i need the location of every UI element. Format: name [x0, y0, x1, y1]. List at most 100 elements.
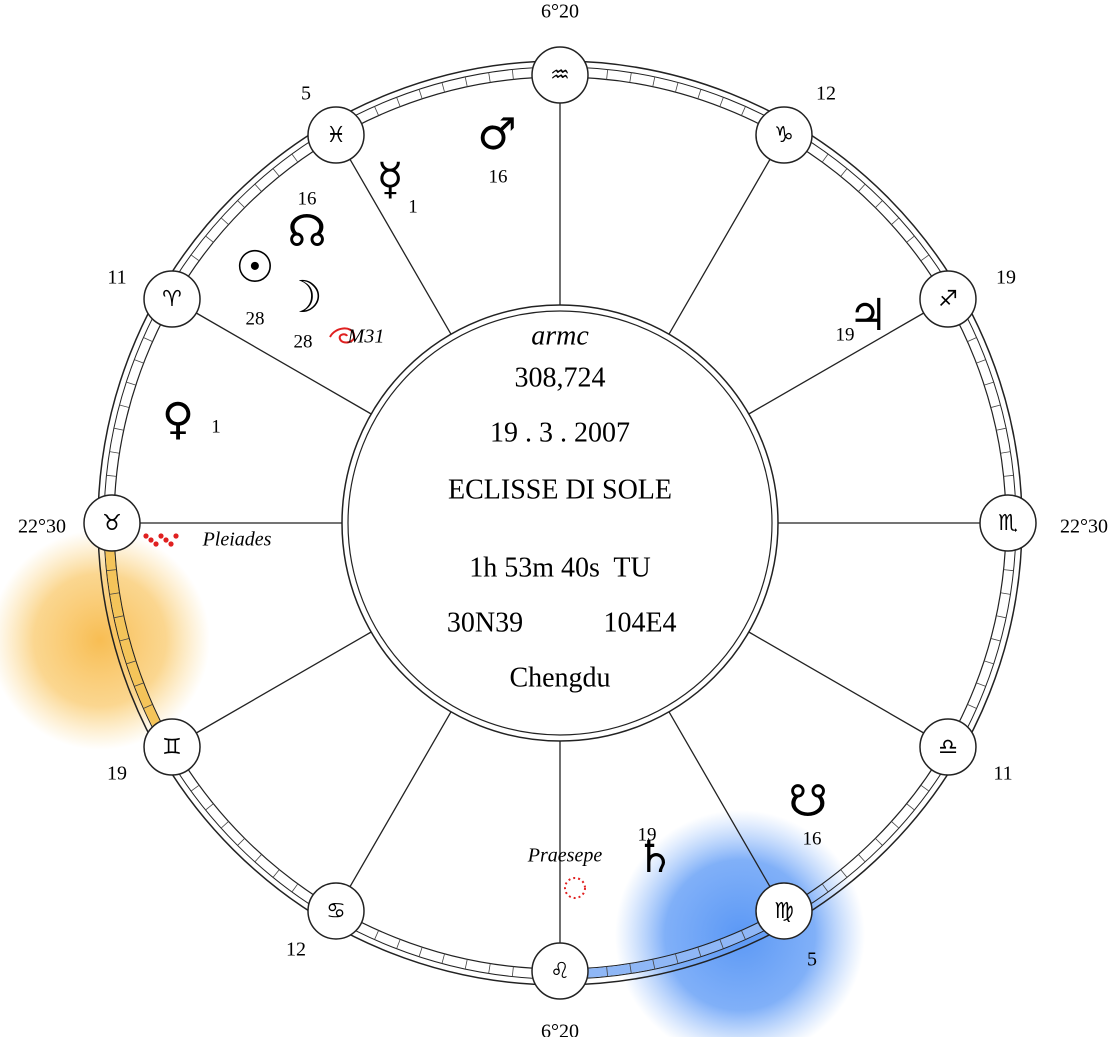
ring-tick	[907, 804, 915, 810]
planet-degree: 1	[408, 196, 418, 217]
ring-tick	[221, 821, 228, 828]
planet-glyph: ☊	[287, 206, 326, 257]
armc-label: armc	[531, 320, 589, 351]
ring-tick	[465, 959, 467, 969]
ring-tick	[991, 638, 1001, 641]
ring-tick	[741, 106, 745, 115]
cusp-sign: ♏	[998, 511, 1018, 536]
glow-orange	[0, 530, 210, 750]
planet-glyph: ☉	[235, 242, 274, 293]
ring-tick	[255, 854, 262, 861]
time: 1h 53m 40s TU	[469, 552, 651, 583]
cusp-degree: 11	[107, 267, 126, 289]
ring-tick	[653, 77, 655, 87]
star-label: Praesepe	[527, 845, 603, 867]
pleiades-icon	[158, 533, 163, 538]
ring-tick	[891, 821, 898, 828]
house-line	[749, 632, 924, 733]
ring-tick	[292, 884, 298, 892]
house-line	[196, 632, 371, 733]
cusp-sign: ♈	[162, 287, 182, 312]
star-label: M31	[347, 326, 385, 348]
ring-tick	[921, 785, 929, 791]
house-line	[669, 159, 770, 334]
ring-tick	[984, 661, 994, 664]
cusp-degree: 6°20	[541, 1021, 579, 1037]
cusp-degree: 22°30	[1060, 516, 1108, 538]
ring-tick	[607, 69, 608, 79]
praesepe-icon	[565, 878, 585, 898]
ring-tick	[134, 360, 143, 364]
ring-tick	[191, 255, 199, 261]
ring-tick	[675, 83, 678, 93]
ring-tick	[1004, 475, 1014, 476]
pleiades-icon	[143, 533, 148, 538]
ring-tick	[630, 73, 632, 83]
ring-tick	[273, 169, 279, 177]
cusp-sign: ♒	[550, 63, 570, 88]
cusp-sign: ♓	[326, 123, 346, 148]
planet-degree: 28	[294, 331, 313, 352]
ring-tick	[419, 947, 422, 957]
wheel: ♒6°20♑12♐19♏22°30♎11♍5♌6°20♋12♊19♉22°30♈…	[18, 1, 1108, 1037]
ring-tick	[419, 89, 422, 99]
planet-degree: 16	[803, 828, 822, 849]
cusp-degree: 5	[301, 83, 311, 105]
ring-tick	[996, 428, 1006, 430]
ring-tick	[891, 218, 898, 225]
ring-tick	[106, 475, 116, 476]
cusp-sign: ♉	[102, 511, 122, 536]
ring-tick	[1004, 570, 1014, 571]
cusp-sign: ♐	[938, 287, 958, 312]
ring-tick	[292, 154, 298, 162]
ring-tick	[921, 255, 929, 261]
ring-tick	[858, 854, 865, 861]
cusp-degree: 19	[996, 267, 1016, 289]
ring-tick	[397, 97, 401, 106]
ring-tick	[143, 338, 152, 342]
ring-tick	[465, 77, 467, 87]
planet-glyph: ☋	[788, 776, 827, 827]
ring-tick	[1001, 452, 1011, 454]
pleiades-icon	[153, 541, 158, 546]
cusp-degree: 12	[286, 939, 306, 961]
ring-tick	[984, 382, 994, 385]
ring-tick	[255, 184, 262, 191]
ring-tick	[120, 405, 130, 408]
latitude: 30N39	[447, 607, 523, 638]
cusp-degree: 22°30	[18, 516, 66, 538]
astro-chart: ♒6°20♑12♐19♏22°30♎11♍5♌6°20♋12♊19♉22°30♈…	[0, 0, 1117, 1037]
pleiades-icon	[163, 537, 168, 542]
cusp-sign: ♋	[326, 899, 346, 924]
ring-tick	[114, 428, 124, 430]
ring-tick	[442, 954, 445, 964]
armc-value: 308,724	[515, 362, 606, 393]
planet-glyph: ♀	[162, 394, 194, 445]
ring-tick	[221, 218, 228, 225]
cusp-sign: ♊	[162, 735, 182, 760]
ring-tick	[375, 930, 379, 939]
cusp-degree: 12	[816, 83, 836, 105]
title: ECLISSE DI SOLE	[448, 474, 672, 505]
date: 19 . 3 . 2007	[490, 417, 630, 448]
longitude: 104E4	[603, 607, 676, 638]
ring-tick	[489, 964, 491, 974]
planet-degree: 28	[246, 308, 265, 329]
ring-tick	[720, 97, 724, 106]
ring-tick	[967, 704, 976, 708]
place: Chengdu	[509, 662, 610, 693]
ring-tick	[1001, 593, 1011, 595]
ring-tick	[841, 169, 847, 177]
cusp-degree: 5	[807, 949, 817, 971]
cusp-degree: 6°20	[541, 1, 579, 23]
ring-tick	[206, 236, 214, 242]
ring-tick	[238, 838, 245, 845]
ring-tick	[442, 83, 445, 93]
ring-tick	[512, 967, 513, 977]
ring-tick	[489, 73, 491, 83]
ring-tick	[206, 804, 214, 810]
cusp-sign: ♍	[774, 899, 794, 924]
ring-tick	[375, 106, 379, 115]
ring-tick	[967, 338, 976, 342]
ring-tick	[191, 785, 199, 791]
